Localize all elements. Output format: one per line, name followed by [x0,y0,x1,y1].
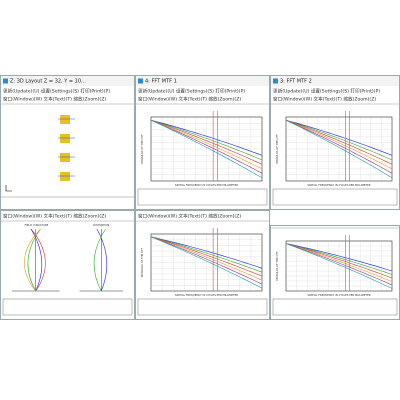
menu-bar[interactable]: 更新(Update)(U) 设置(Settings)(S) 打印(Print)(… [273,88,380,95]
curve [285,119,393,156]
curve [285,119,393,179]
info-box [272,188,398,206]
info-box [137,188,268,206]
window-title: Z: 3D Layout Z = 32, Y = 10... [10,79,86,85]
x-axis-label: SPATIAL FREQUENCY IN CYCLES PER MILLIMET… [307,293,370,297]
curve [285,243,393,286]
lens [60,172,70,181]
app-icon [3,78,8,84]
curve [150,236,263,281]
curve [285,119,393,161]
app-icon [138,78,143,84]
curve [27,228,41,292]
lens [60,153,70,162]
curve [150,236,263,273]
curve [150,236,263,289]
y-axis-label: MODULUS OF THE OTF [140,134,144,164]
curve [150,236,263,269]
menu-bar[interactable]: 窗口(Window)(W) 文本(Text)(T) 缩放(Zoom)(Z) [273,96,376,103]
panel-title: DISTORTION [93,223,109,227]
curve [285,119,393,165]
curve [93,228,106,292]
window [0,210,135,320]
curve [285,243,393,282]
window-title: 4: FFT MTF 1 [145,79,177,85]
axis-glyph [5,185,12,192]
curve [285,243,393,289]
panel-title: FIELD CURVATURE [25,223,49,227]
curve [285,119,393,174]
x-axis-label: SPATIAL FREQUENCY IN CYCLES PER MILLIMET… [175,293,238,297]
x-axis-label: SPATIAL FREQUENCY IN CYCLES PER MILLIMET… [307,183,370,187]
lens [60,134,70,143]
app-icon [273,78,278,84]
info-box [2,298,133,316]
curve [285,243,393,272]
curve [285,243,393,275]
title-bar [136,76,269,86]
curve [285,119,393,170]
curve [96,228,108,292]
y-axis-label: MODULUS OF THE OTF [140,247,144,277]
title-bar [271,76,399,86]
curve [150,119,263,170]
menu-bar[interactable]: 更新(Update)(U) 设置(Settings)(S) 打印(Print)(… [3,88,110,95]
curve [150,119,263,161]
y-axis-label: MODULUS OF THE OTF [275,134,279,164]
curve [285,243,393,279]
curve [150,119,263,156]
menu-bar[interactable]: 更新(Update)(U) 设置(Settings)(S) 打印(Print)(… [138,88,245,95]
y-axis-label: MODULUS OF THE OTF [275,251,279,281]
curve [150,119,263,179]
curve [150,236,263,277]
curve [150,119,263,174]
curve [150,119,263,165]
window-title: 3: FFT MTF 2 [280,79,312,85]
menu-bar[interactable]: 窗口(Window)(W) 文本(Text)(T) 缩放(Zoom)(Z) [3,96,106,103]
info-box [272,298,398,316]
curve [150,236,263,285]
window [135,210,270,320]
curve [30,228,43,292]
menu-bar[interactable]: 窗口(Window)(W) 文本(Text)(T) 缩放(Zoom)(Z) [3,213,106,220]
curve [24,228,41,292]
x-axis-label: SPATIAL FREQUENCY IN CYCLES PER MILLIMET… [175,183,238,187]
menu-bar[interactable]: 窗口(Window)(W) 文本(Text)(T) 缩放(Zoom)(Z) [138,96,241,103]
title-bar [1,76,134,86]
window [270,225,400,320]
menu-bar[interactable]: 窗口(Window)(W) 文本(Text)(T) 缩放(Zoom)(Z) [138,213,241,220]
lens [60,115,70,124]
info-box [137,298,268,316]
